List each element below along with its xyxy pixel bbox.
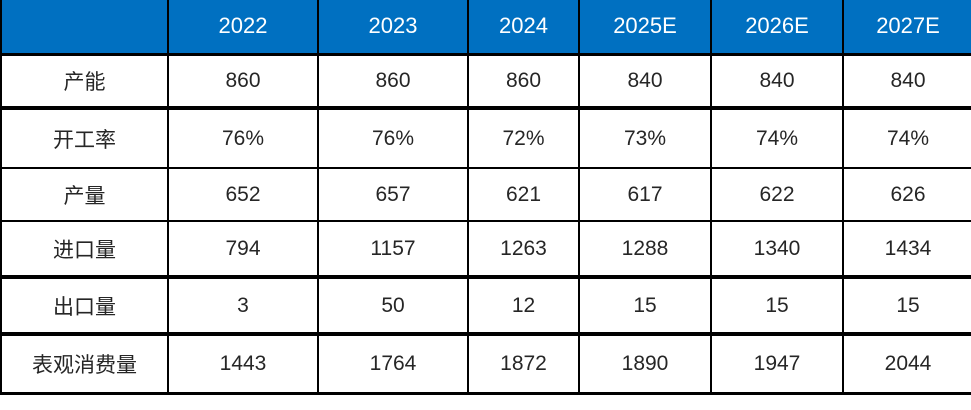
table-cell: 15 [711, 277, 844, 334]
table-cell: 1443 [168, 334, 319, 393]
table-cell: 76% [318, 108, 469, 168]
data-table: 2022 2023 2024 2025E 2026E 2027E 产能 860 … [0, 0, 971, 395]
table-cell: 1947 [711, 334, 844, 393]
table-cell: 72% [468, 108, 580, 168]
column-header-3: 2025E [579, 0, 712, 56]
table-cell: 12 [468, 277, 580, 334]
table-cell: 1263 [468, 221, 580, 277]
row-label: 开工率 [1, 108, 169, 168]
table-cell: 3 [168, 277, 319, 334]
table-row-operating-rate: 开工率 76% 76% 72% 73% 74% 74% [1, 108, 971, 168]
table-cell: 840 [579, 54, 712, 108]
table-cell: 1890 [579, 334, 712, 393]
table-cell: 76% [168, 108, 319, 168]
table-cell: 860 [318, 54, 469, 108]
table-cell: 50 [318, 277, 469, 334]
table-row-production: 产量 652 657 621 617 622 626 [1, 168, 971, 221]
table-cell: 860 [168, 54, 319, 108]
table-cell: 622 [711, 168, 844, 221]
table-cell: 15 [579, 277, 712, 334]
table-cell: 840 [843, 54, 971, 108]
table-cell: 621 [468, 168, 580, 221]
table-row-apparent-consumption: 表观消费量 1443 1764 1872 1890 1947 2044 [1, 334, 971, 393]
table-cell: 860 [468, 54, 580, 108]
table-cell: 74% [711, 108, 844, 168]
table-cell: 1288 [579, 221, 712, 277]
row-label: 进口量 [1, 221, 169, 277]
row-label: 出口量 [1, 277, 169, 334]
table-cell: 794 [168, 221, 319, 277]
table-cell: 1764 [318, 334, 469, 393]
column-header-0: 2022 [168, 0, 319, 56]
row-label: 产量 [1, 168, 169, 221]
table-row-imports: 进口量 794 1157 1263 1288 1340 1434 [1, 221, 971, 277]
column-header-1: 2023 [318, 0, 469, 56]
table-cell: 74% [843, 108, 971, 168]
column-header-4: 2026E [711, 0, 844, 56]
table-row-exports: 出口量 3 50 12 15 15 15 [1, 277, 971, 334]
header-row: 2022 2023 2024 2025E 2026E 2027E [1, 0, 971, 56]
table-cell: 652 [168, 168, 319, 221]
table-cell: 657 [318, 168, 469, 221]
column-header-2: 2024 [468, 0, 580, 56]
table-cell: 2044 [843, 334, 971, 393]
table-cell: 626 [843, 168, 971, 221]
table-cell: 617 [579, 168, 712, 221]
table-row-capacity: 产能 860 860 860 840 840 840 [1, 54, 971, 108]
table-cell: 15 [843, 277, 971, 334]
column-header-5: 2027E [843, 0, 971, 56]
table-cell: 1157 [318, 221, 469, 277]
corner-cell [1, 0, 169, 56]
row-label: 表观消费量 [1, 334, 169, 393]
table-cell: 73% [579, 108, 712, 168]
table-cell: 1872 [468, 334, 580, 393]
table-cell: 840 [711, 54, 844, 108]
table-cell: 1434 [843, 221, 971, 277]
row-label: 产能 [1, 54, 169, 108]
table-cell: 1340 [711, 221, 844, 277]
